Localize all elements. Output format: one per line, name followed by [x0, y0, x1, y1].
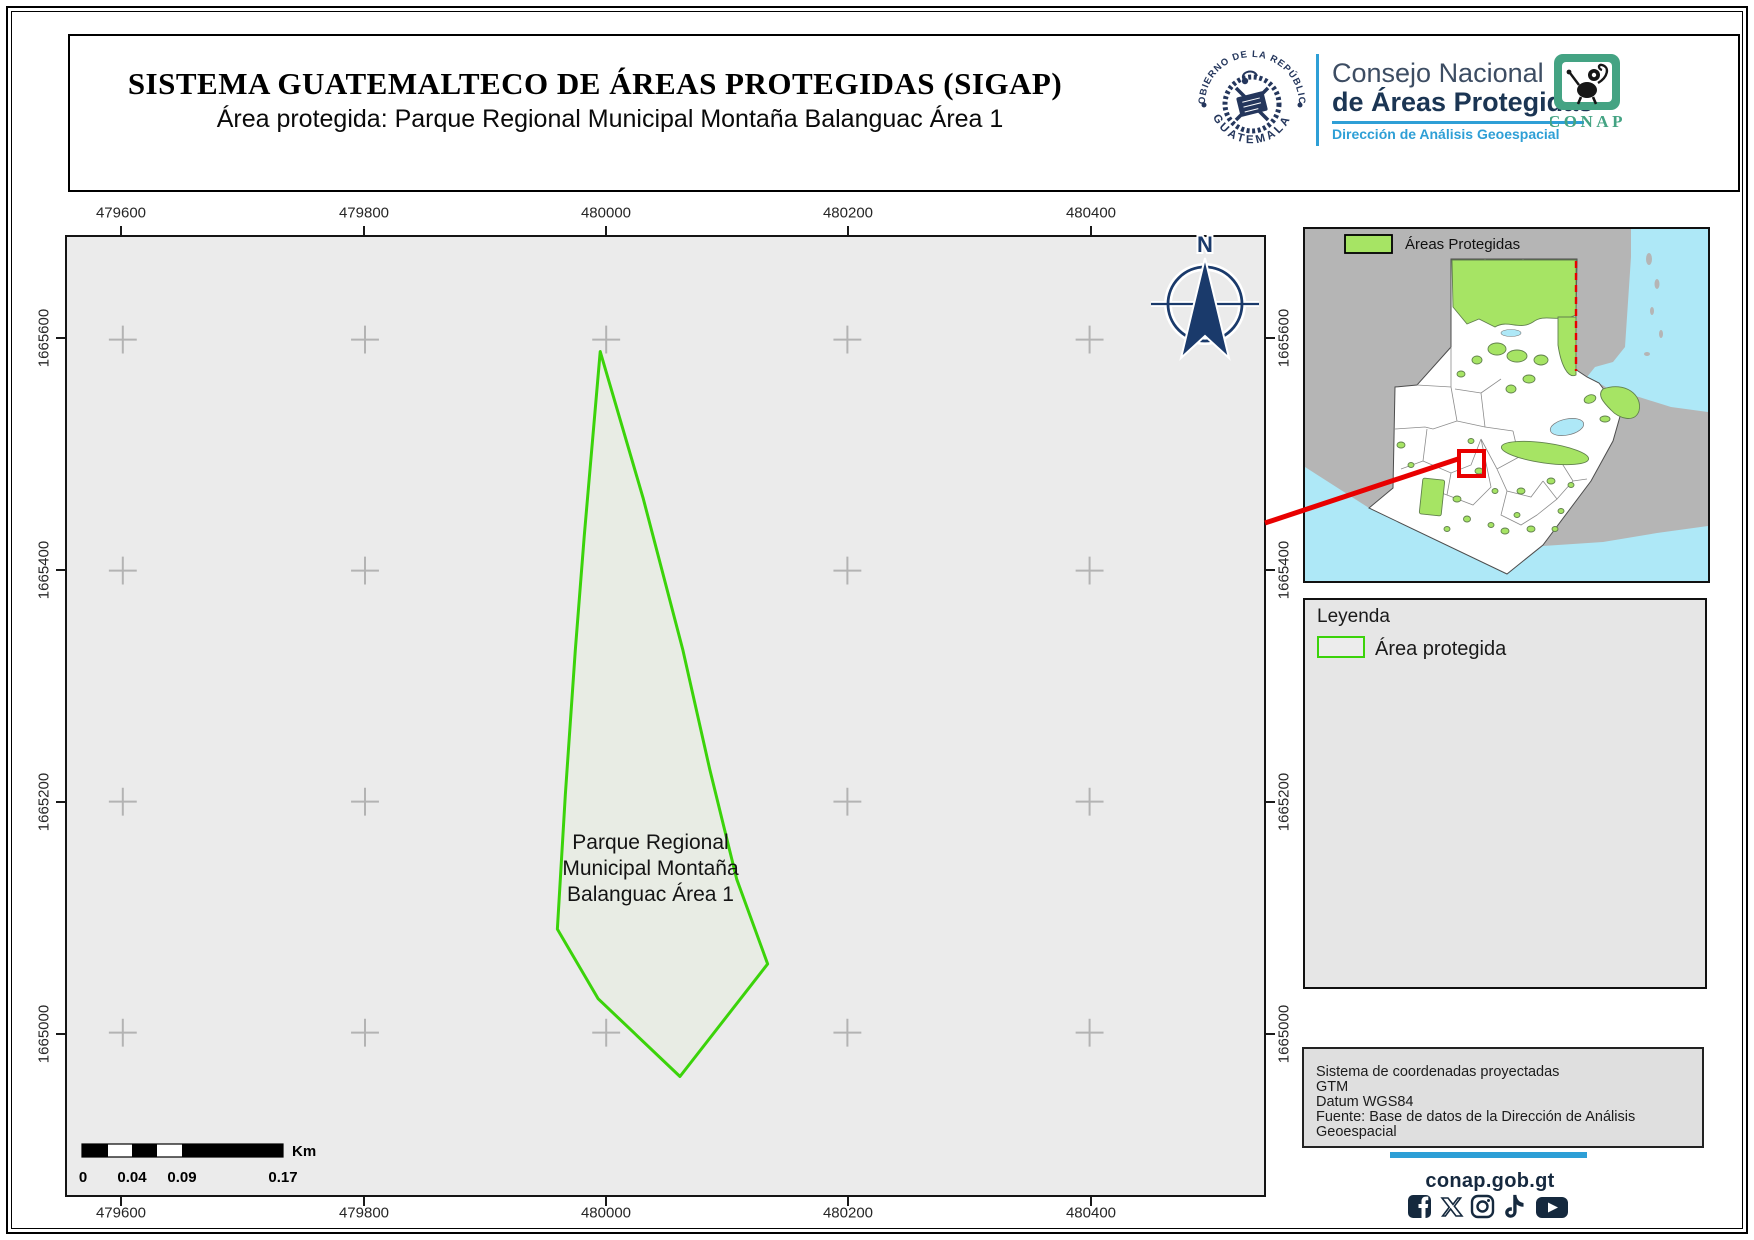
main-map-canvas [108, 325, 1104, 1078]
y-axis-label-right: 1665200 [1275, 772, 1293, 832]
conap-logo-icon: CONAP [1550, 54, 1626, 131]
legend-panel: Leyenda Área protegida [1303, 598, 1707, 989]
x-icon [1440, 1197, 1464, 1217]
tick [56, 337, 65, 339]
seal-emblem [1222, 70, 1282, 134]
tick [847, 1197, 849, 1206]
y-axis-label-right: 1665400 [1275, 540, 1293, 600]
inset-legend-label: Áreas Protegidas [1405, 236, 1520, 253]
scale-tick-1: 0.04 [117, 1169, 147, 1186]
lake-izabal [1549, 418, 1585, 436]
facebook-icon [1408, 1195, 1431, 1218]
y-axis-label-left: 1665600 [35, 308, 53, 368]
tick [605, 226, 607, 235]
area-label-line3: Balanguac Área 1 [567, 883, 734, 906]
scale-tick-3: 0.17 [268, 1169, 297, 1186]
guatemala-government-seal-icon: GOBIERNO DE LA REPÚBLICA GUATEMALA [1197, 42, 1306, 146]
legend-item-label: Área protegida [1375, 638, 1507, 660]
x-axis-label-top: 480400 [1065, 204, 1117, 222]
page-border-inner [11, 11, 1743, 1229]
tick [847, 226, 849, 235]
x-axis-label-top: 479600 [95, 204, 147, 222]
instagram-icon [1470, 1194, 1495, 1219]
y-axis-label-left: 1665200 [35, 772, 53, 832]
area-of-interest-rect [1457, 449, 1486, 478]
tick [605, 1197, 607, 1206]
x-axis-label-top: 480200 [822, 204, 874, 222]
scale-bar: Km 0 0.04 0.09 0.17 [77, 1143, 316, 1188]
website-url: conap.gob.gt [1425, 1170, 1555, 1192]
header-divider [1316, 54, 1319, 146]
pacific-water [1305, 467, 1708, 581]
social-icons-row [1408, 1194, 1568, 1219]
tick [120, 226, 122, 235]
x-axis-label-top: 479800 [338, 204, 390, 222]
y-axis-label-left: 1665400 [35, 540, 53, 600]
x-axis-label-bottom: 479800 [338, 1204, 390, 1222]
info-line3: Datum WGS84 [1316, 1094, 1414, 1110]
y-axis-label-right: 1665600 [1275, 308, 1293, 368]
header [68, 34, 1740, 192]
svg-text:GUATEMALA: GUATEMALA [1210, 112, 1294, 146]
x-axis-label-bottom: 480000 [580, 1204, 632, 1222]
org-name-line2: de Áreas Protegidas [1332, 87, 1594, 117]
coordinate-info-box: Sistema de coordenadas proyectadas GTM D… [1302, 1047, 1704, 1148]
area-label-line1: Parque Regional [572, 831, 729, 854]
youtube-icon [1536, 1197, 1568, 1218]
legend-protected-area-swatch [1317, 636, 1365, 658]
org-underline [1332, 121, 1584, 124]
scale-tick-2: 0.09 [167, 1169, 196, 1186]
tick [56, 801, 65, 803]
tick [56, 569, 65, 571]
tick [1090, 226, 1092, 235]
tick [1266, 337, 1275, 339]
protected-area-polygon [555, 350, 770, 1078]
org-subtitle: Dirección de Análisis Geoespacial [1332, 126, 1560, 142]
footer-accent-bar [1390, 1152, 1587, 1158]
tick [1266, 1033, 1275, 1035]
x-axis-label-top: 480000 [580, 204, 632, 222]
tick [56, 1033, 65, 1035]
seal-arc-bottom-text: GUATEMALA [1210, 112, 1291, 146]
org-name-line1: Consejo Nacional [1332, 58, 1544, 88]
protected-area-label: Parque Regional Municipal Montaña Balang… [528, 830, 773, 908]
tick [120, 1197, 122, 1206]
caribbean-islands [1644, 253, 1663, 356]
legend-title: Leyenda [1317, 606, 1390, 627]
tick [363, 226, 365, 235]
north-label: N [1197, 232, 1213, 257]
inset-canvas: Áreas Protegidas [1305, 229, 1708, 581]
tick [363, 1197, 365, 1206]
page-title: SISTEMA GUATEMALTECO DE ÁREAS PROTEGIDAS… [127, 66, 1063, 101]
tick [1266, 569, 1275, 571]
y-axis-label-right: 1665000 [1275, 1004, 1293, 1064]
conap-wordmark: CONAP [1550, 112, 1626, 131]
lake-peten-itza [1500, 329, 1522, 337]
y-axis-label-left: 1665000 [35, 1004, 53, 1064]
x-axis-label-bottom: 479600 [95, 1204, 147, 1222]
north-arrow-icon: N [1151, 230, 1259, 361]
info-line4: Fuente: Base de datos de la Dirección de… [1316, 1109, 1636, 1140]
scale-unit: Km [292, 1143, 316, 1160]
area-label-line2: Municipal Montaña [562, 857, 739, 880]
scale-tick-0: 0 [79, 1169, 87, 1186]
inset-legend-swatch [1344, 234, 1393, 254]
tick [1266, 801, 1275, 803]
main-map [65, 235, 1266, 1197]
info-line2: GTM [1316, 1079, 1349, 1095]
x-axis-label-bottom: 480200 [822, 1204, 874, 1222]
page-subtitle: Área protegida: Parque Regional Municipa… [216, 105, 1004, 133]
caribbean-water [1587, 229, 1708, 412]
page-border-outer [6, 6, 1748, 1234]
graticule-crosses [108, 325, 1104, 1047]
x-axis-label-bottom: 480400 [1065, 1204, 1117, 1222]
info-line1: Sistema de coordenadas proyectadas [1316, 1064, 1560, 1080]
tiktok-icon [1505, 1194, 1524, 1218]
inset-locator-map: Áreas Protegidas [1303, 227, 1710, 583]
conap-monkey-glyph [1566, 63, 1609, 105]
tick [1090, 1197, 1092, 1206]
inset-protected-areas [1396, 259, 1640, 535]
